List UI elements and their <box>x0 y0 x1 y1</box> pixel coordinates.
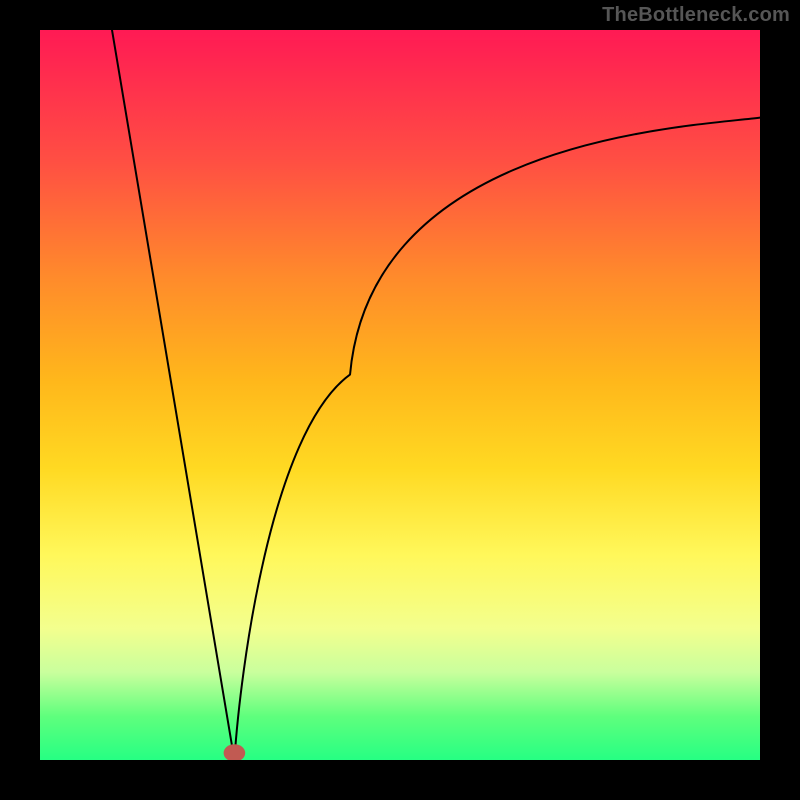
gradient-background <box>40 30 760 760</box>
plot-area <box>40 30 760 760</box>
attribution-label: TheBottleneck.com <box>602 4 790 27</box>
chart-frame: TheBottleneck.com <box>0 0 800 800</box>
bottleneck-curve-chart <box>40 30 760 760</box>
